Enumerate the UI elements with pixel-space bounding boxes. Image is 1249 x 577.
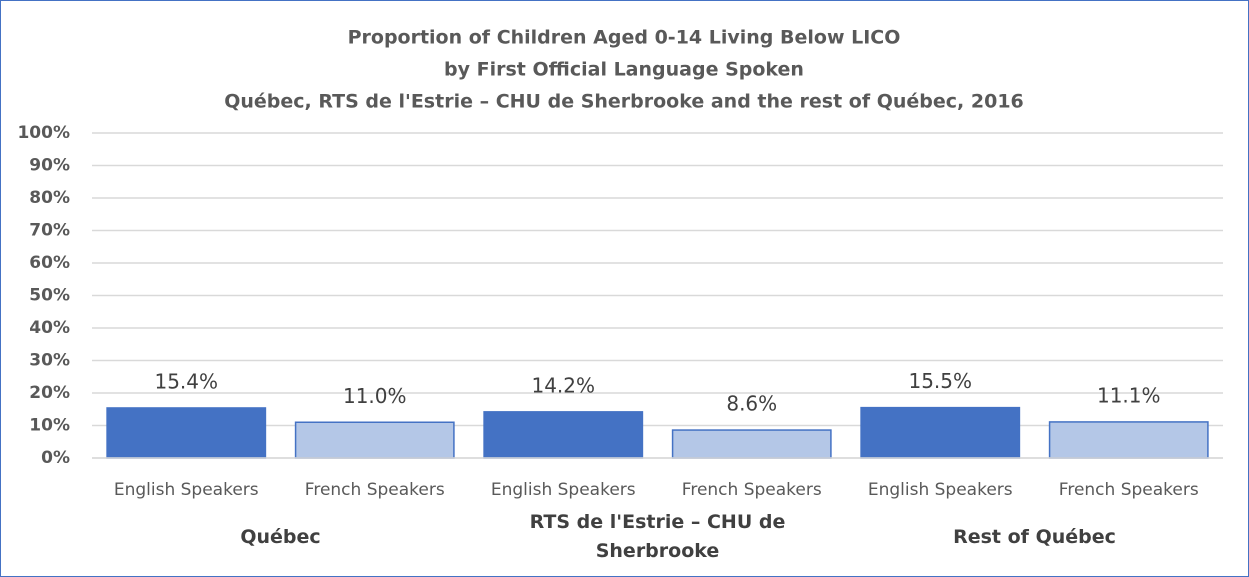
y-tick-label: 80% xyxy=(29,188,70,208)
data-label: 11.0% xyxy=(343,384,407,408)
y-tick-label: 10% xyxy=(29,416,70,436)
x-tick-label: English Speakers xyxy=(114,480,259,500)
bar xyxy=(671,429,832,459)
group-label: Rest of Québec xyxy=(953,525,1116,548)
bar xyxy=(860,406,1021,459)
data-label: 11.1% xyxy=(1097,383,1161,407)
chart-title: Québec, RTS de l'Estrie – CHU de Sherbro… xyxy=(224,91,1024,113)
group-label: Québec xyxy=(240,525,321,548)
bar xyxy=(483,411,644,459)
x-tick-label: French Speakers xyxy=(1059,480,1199,500)
bar xyxy=(294,421,455,459)
chart-title: Proportion of Children Aged 0-14 Living … xyxy=(348,27,901,49)
y-tick-label: 40% xyxy=(29,318,70,338)
x-tick-label: French Speakers xyxy=(682,480,822,500)
data-label: 14.2% xyxy=(531,373,595,397)
y-tick-label: 60% xyxy=(29,253,70,273)
data-label: 15.5% xyxy=(908,369,972,393)
data-label: 15.4% xyxy=(154,369,218,393)
y-tick-label: 100% xyxy=(17,123,70,143)
chart-title: by First Official Language Spoken xyxy=(444,59,804,81)
bar xyxy=(106,407,267,459)
y-tick-label: 20% xyxy=(29,383,70,403)
bar xyxy=(1048,421,1209,459)
group-label: RTS de l'Estrie – CHU de Sherbrooke xyxy=(529,511,786,562)
y-tick-label: 0% xyxy=(41,448,70,468)
y-tick-label: 50% xyxy=(29,286,70,306)
y-tick-label: 30% xyxy=(29,351,70,371)
data-label: 8.6% xyxy=(726,392,777,416)
x-tick-label: English Speakers xyxy=(491,480,636,500)
y-tick-label: 70% xyxy=(29,221,70,241)
x-tick-label: English Speakers xyxy=(868,480,1013,500)
y-tick-label: 90% xyxy=(29,156,70,176)
x-tick-label: French Speakers xyxy=(305,480,445,500)
